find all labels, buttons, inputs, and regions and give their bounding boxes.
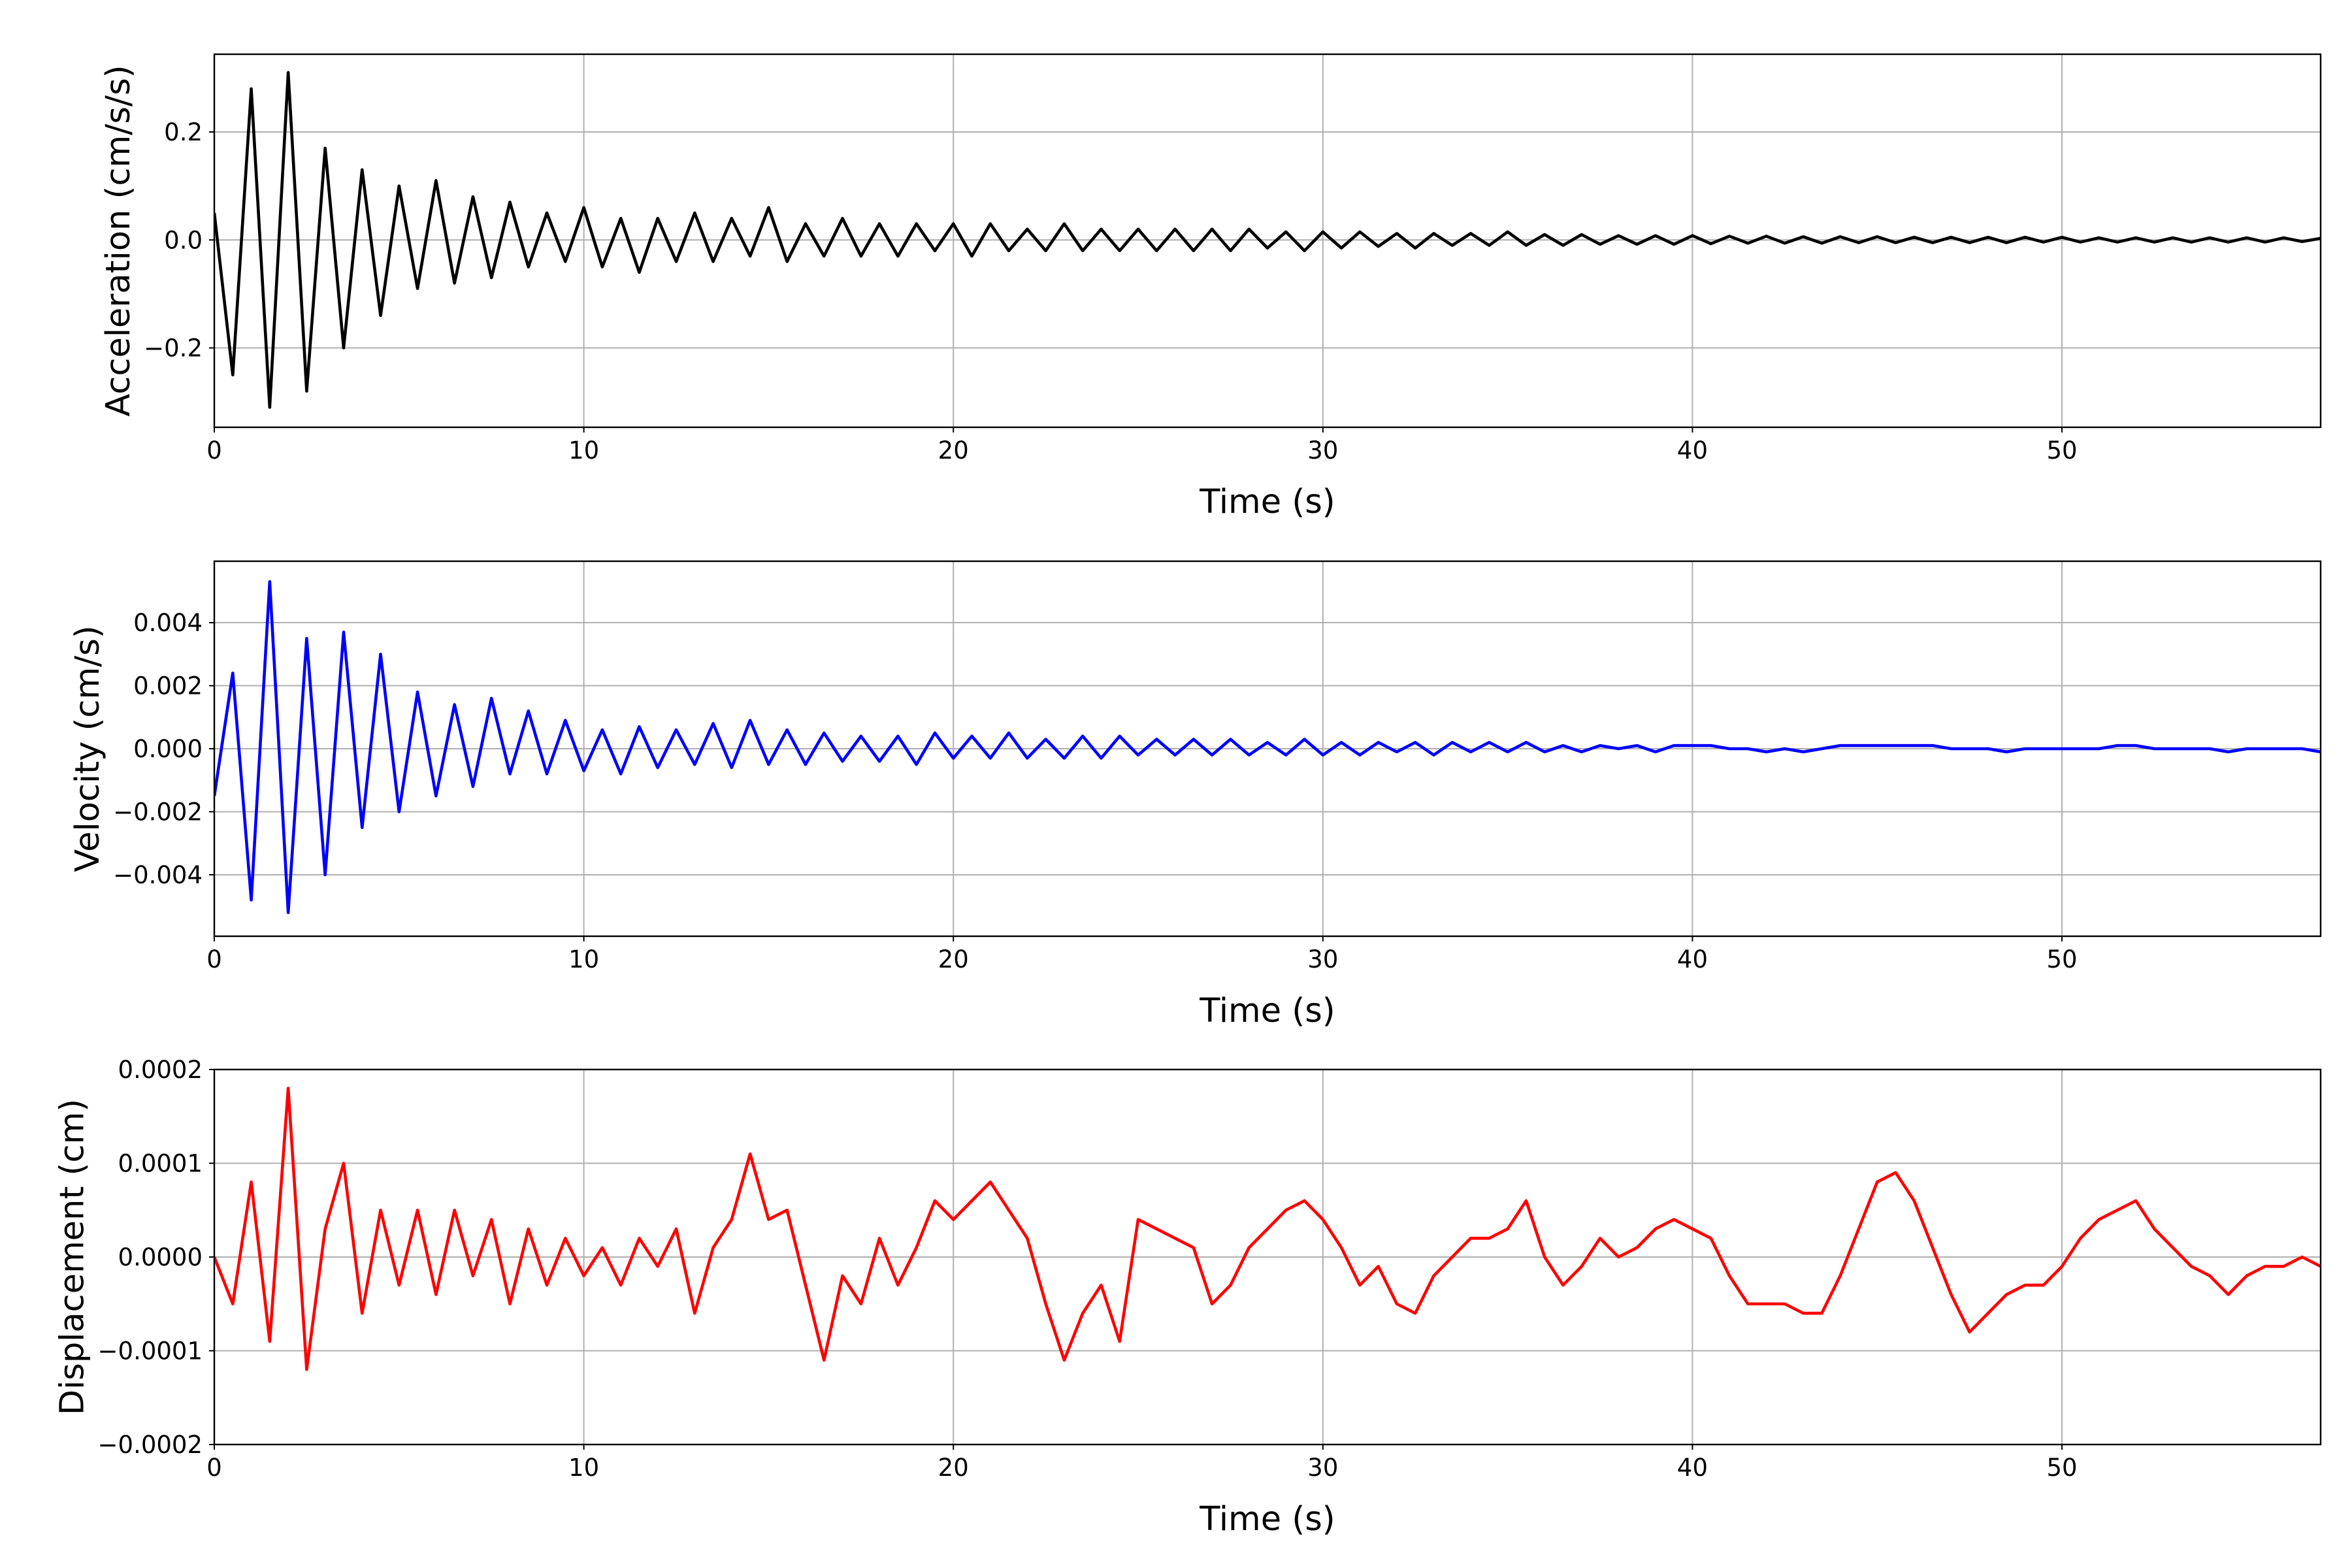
axes-frame (213, 560, 2322, 938)
data-line (214, 1086, 2321, 1371)
x-tick-label: 20 (938, 945, 969, 973)
x-tick-label: 10 (568, 436, 599, 465)
x-axis-label: Time (s) (1199, 483, 1335, 521)
x-tick-label: 0 (206, 1454, 222, 1482)
x-tick-label: 50 (2047, 945, 2078, 973)
y-tick-label: −0.2 (144, 335, 203, 363)
y-axis-label: Acceleration (cm/s/s) (99, 65, 138, 416)
axes-frame (213, 53, 2322, 429)
data-line (214, 71, 2321, 409)
x-tick-label: 0 (206, 436, 222, 465)
x-tick-label: 10 (568, 945, 599, 973)
y-tick-label: 0.0002 (118, 1056, 203, 1084)
y-tick-label: −0.004 (113, 861, 203, 889)
y-tick-label: 0.004 (133, 609, 203, 637)
x-tick-label: 10 (568, 1454, 599, 1482)
y-tick-label: 0.000 (133, 735, 203, 763)
data-line (214, 580, 2321, 915)
x-tick-label: 50 (2047, 436, 2078, 465)
x-tick-label: 20 (938, 436, 969, 465)
x-tick-label: 20 (938, 1454, 969, 1482)
y-tick-label: −0.0002 (98, 1431, 203, 1459)
x-axis-label: Time (s) (1199, 1500, 1335, 1539)
y-tick-label: 0.002 (133, 672, 203, 700)
y-tick-label: 0.2 (164, 118, 203, 146)
x-tick-label: 30 (1307, 1454, 1338, 1482)
x-tick-label: 0 (206, 945, 222, 973)
x-tick-label: 30 (1307, 945, 1338, 973)
y-tick-label: 0.0001 (118, 1150, 203, 1178)
x-tick-label: 40 (1677, 436, 1708, 465)
x-tick-label: 50 (2047, 1454, 2078, 1482)
y-tick-label: −0.002 (113, 798, 203, 826)
axes-frame (213, 1068, 2322, 1446)
y-axis-label: Displacement (cm) (54, 1099, 92, 1415)
y-axis-label: Velocity (cm/s) (69, 625, 107, 872)
y-tick-label: −0.0001 (98, 1337, 203, 1365)
y-tick-label: 0.0 (164, 226, 203, 254)
y-tick-label: 0.0000 (118, 1243, 203, 1271)
x-tick-label: 40 (1677, 945, 1708, 973)
x-tick-label: 40 (1677, 1454, 1708, 1482)
x-axis-label: Time (s) (1199, 992, 1335, 1030)
x-tick-label: 30 (1307, 436, 1338, 465)
